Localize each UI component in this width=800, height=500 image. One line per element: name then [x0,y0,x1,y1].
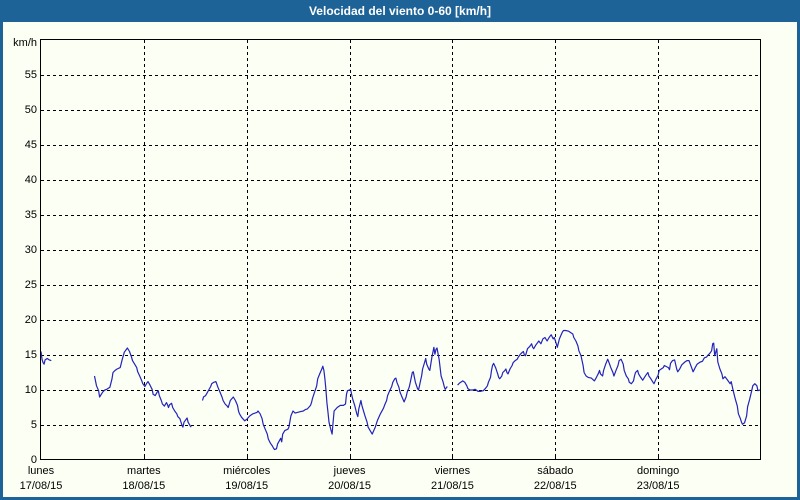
chart-area: km/h 0 5 10 15 20 25 30 35 40 45 50 55 lunes 17/08/1… [3,22,797,497]
y-tick-label: 0 [30,454,37,466]
y-tick-label: 10 [24,384,37,396]
day-date-label: 22/08/15 [533,480,577,492]
wind-speed-series-segment [457,329,761,425]
y-tick-label: 20 [24,314,37,326]
day-name-label: miércoles [223,465,271,477]
y-tick-label: 30 [24,244,37,256]
wind-speed-series-segment [201,346,448,451]
y-tick-label: 45 [24,139,37,151]
day-name-label: lunes [27,465,55,477]
title-bar: Velocidad del viento 0-60 [km/h] [0,0,800,22]
plot-frame [40,39,761,460]
y-tick-label: 55 [24,69,37,81]
day-date-label: 21/08/15 [431,480,474,492]
day-name-label: martes [127,465,161,477]
y-tick-label: 40 [24,174,37,186]
day-date-label: 17/08/15 [19,480,63,492]
day-date-label: 19/08/15 [225,480,269,492]
y-tick-label: 15 [24,349,37,361]
day-date-label: 23/08/15 [636,480,680,492]
y-tick-label: 5 [30,419,37,431]
y-tick-label: 35 [24,209,37,221]
wind-speed-series-segment [93,347,192,428]
day-name-label: viernes [434,465,471,477]
y-axis-unit-label: km/h [13,37,37,49]
day-date-label: 18/08/15 [122,480,166,492]
chart-title: Velocidad del viento 0-60 [km/h] [308,4,492,18]
day-date-label: 20/08/15 [328,480,371,492]
day-name-label: jueves [333,465,366,477]
wind-speed-series-segment [41,351,52,365]
y-tick-label: 25 [24,279,37,291]
y-tick-label: 50 [24,104,37,116]
day-name-label: sábado [537,465,574,477]
day-name-label: domingo [637,465,680,477]
wind-speed-line-chart [41,40,761,460]
